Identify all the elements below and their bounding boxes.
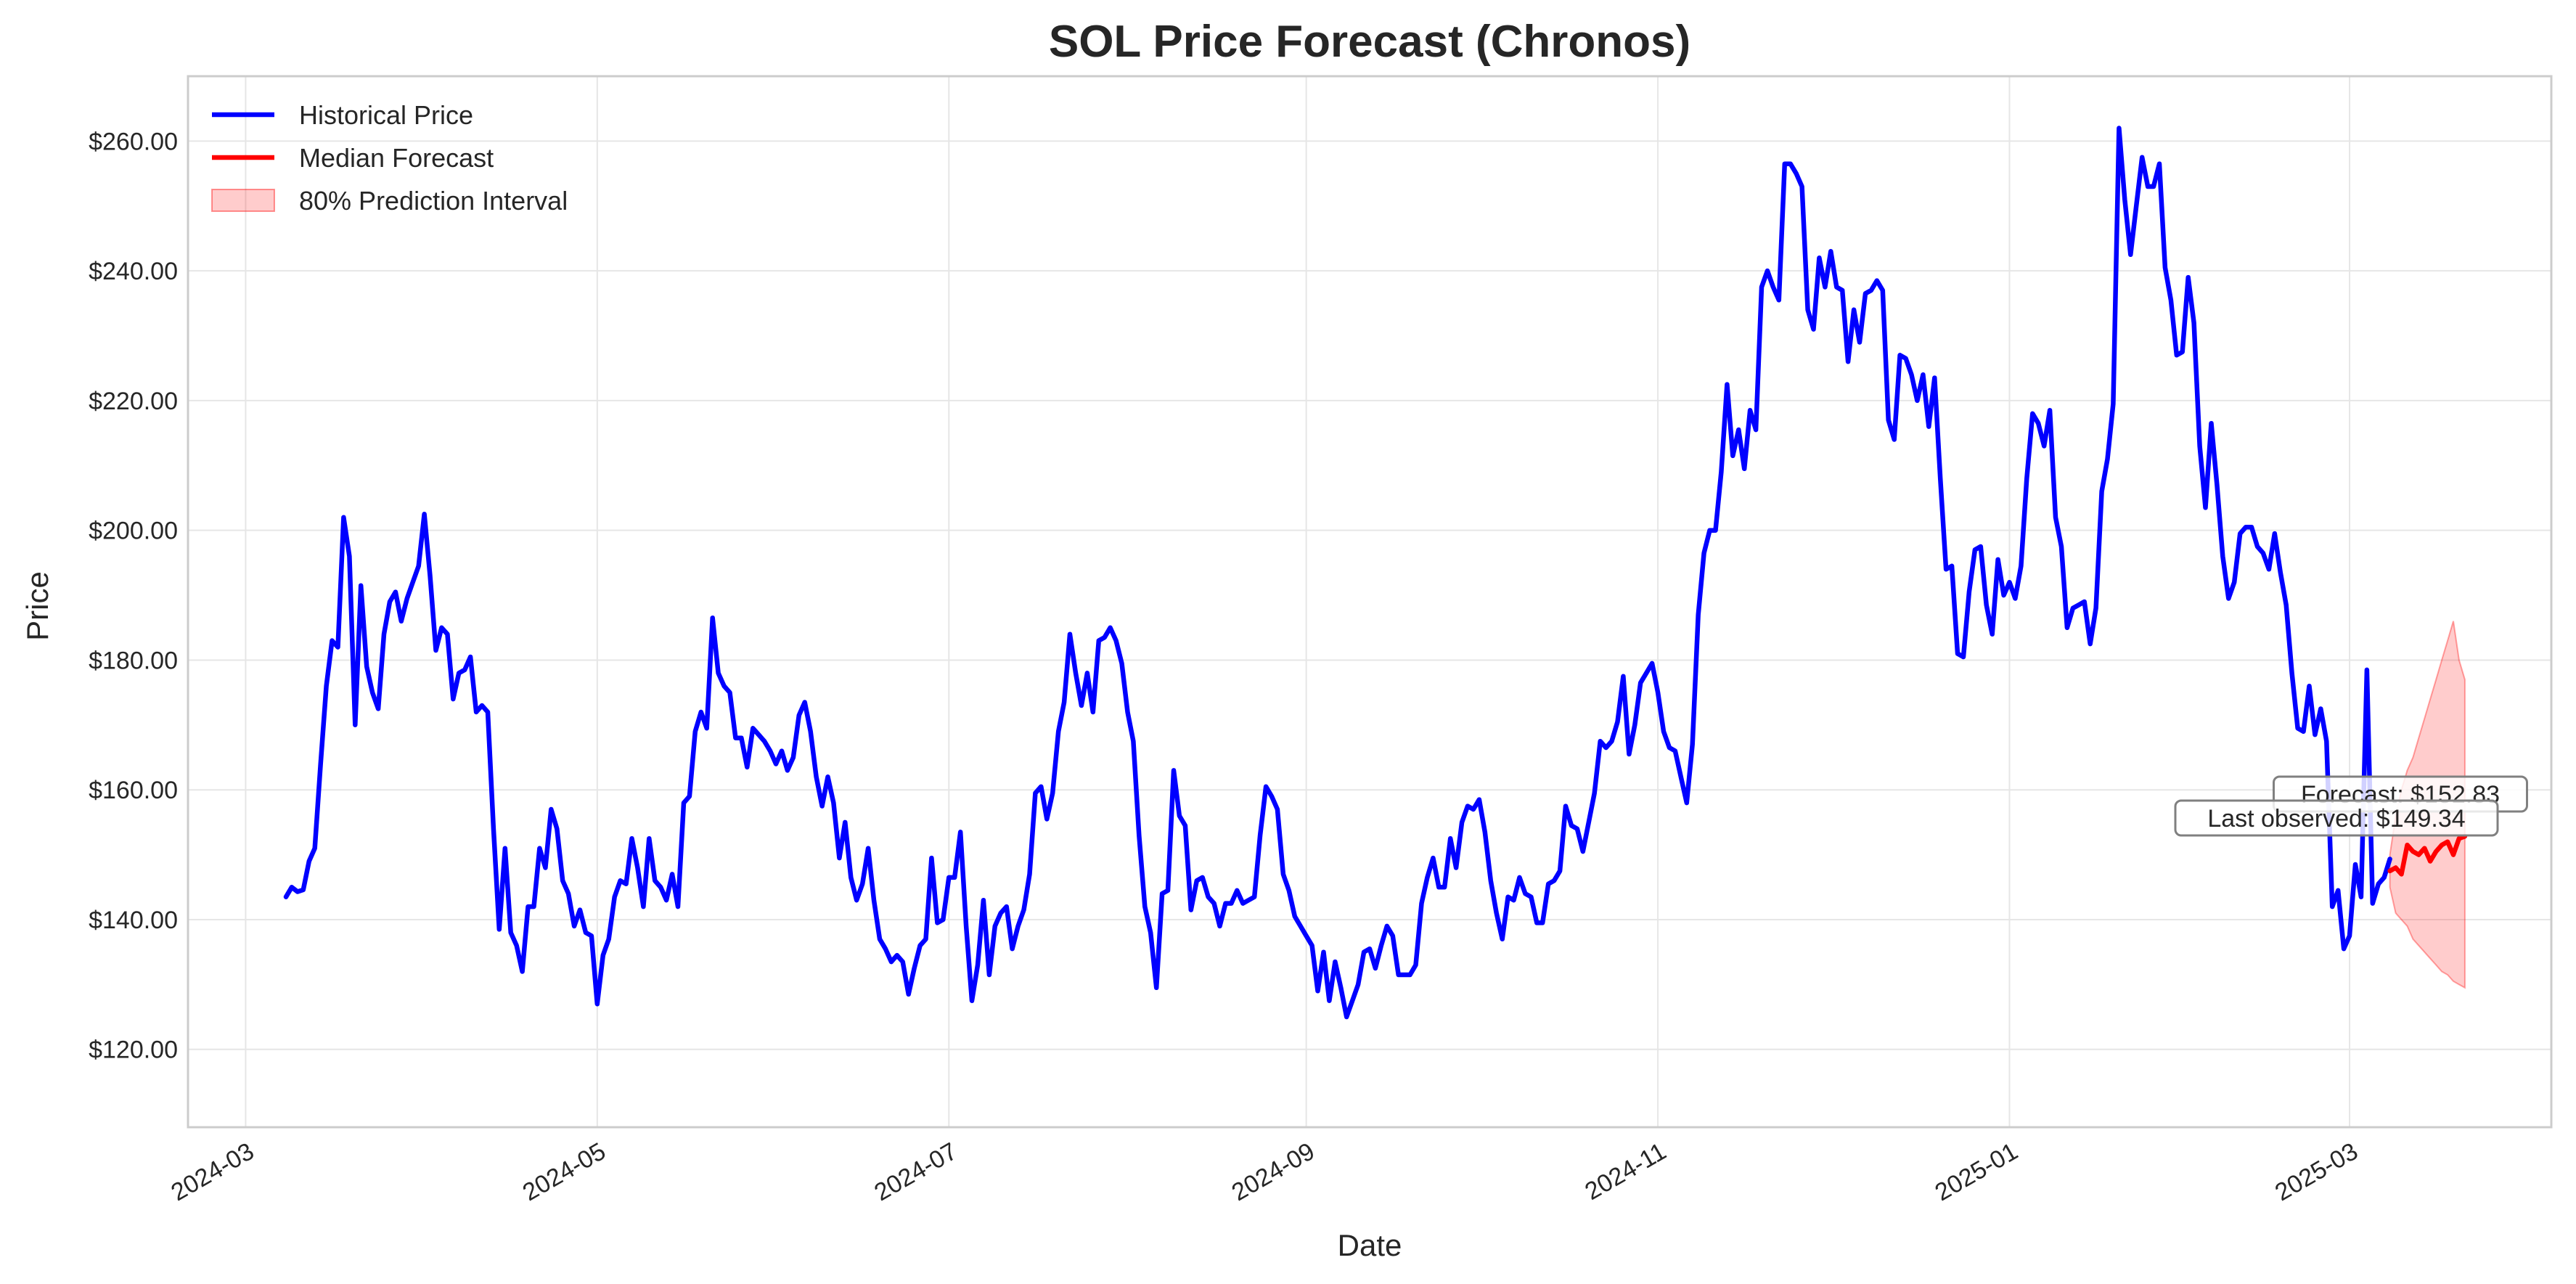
series-lines: [283, 126, 2468, 1020]
median-forecast-line: [2387, 834, 2468, 877]
legend-label: Median Forecast: [299, 143, 494, 173]
chart-title: SOL Price Forecast (Chronos): [1049, 17, 1690, 67]
historical-price-line: [283, 126, 2392, 1020]
legend: Historical Price Median Forecast 80% Predi…: [211, 100, 568, 216]
y-tick-label: $180.00: [89, 647, 178, 674]
y-axis-ticks: $120.00 $140.00 $160.00 $180.00 $200.00 $220.…: [89, 128, 178, 1063]
y-tick-label: $160.00: [89, 777, 178, 804]
x-axis-ticks: 2024-03 2024-05 2024-07 2024-09 2024-11 2025-…: [166, 1137, 2363, 1206]
annotation-box: [2174, 799, 2499, 837]
x-tick-label: 2024-07: [870, 1137, 962, 1206]
legend-label: Historical Price: [299, 100, 473, 130]
y-axis-label: Price: [20, 571, 54, 641]
x-tick-label: 2024-03: [166, 1137, 258, 1206]
grid: [188, 76, 2551, 1127]
x-tick-label: 2024-11: [1580, 1137, 1671, 1206]
x-axis-label: Date: [1338, 1228, 1402, 1262]
x-tick-label: 2025-03: [2270, 1137, 2363, 1206]
x-tick-label: 2024-05: [518, 1137, 610, 1206]
plot-area: [187, 75, 2553, 1129]
legend-label: 80% Prediction Interval: [299, 186, 568, 216]
y-tick-label: $200.00: [89, 518, 178, 545]
x-tick-label: 2025-01: [1930, 1137, 2022, 1206]
legend-swatch: [211, 189, 275, 212]
y-tick-label: $240.00: [89, 258, 178, 285]
x-tick-label: 2024-09: [1227, 1137, 1320, 1206]
annotation-label: Last observed: $149.34: [2207, 805, 2465, 833]
y-tick-label: $120.00: [89, 1036, 178, 1064]
y-tick-label: $140.00: [89, 907, 178, 934]
y-tick-label: $260.00: [89, 128, 178, 155]
y-tick-label: $220.00: [89, 388, 178, 415]
